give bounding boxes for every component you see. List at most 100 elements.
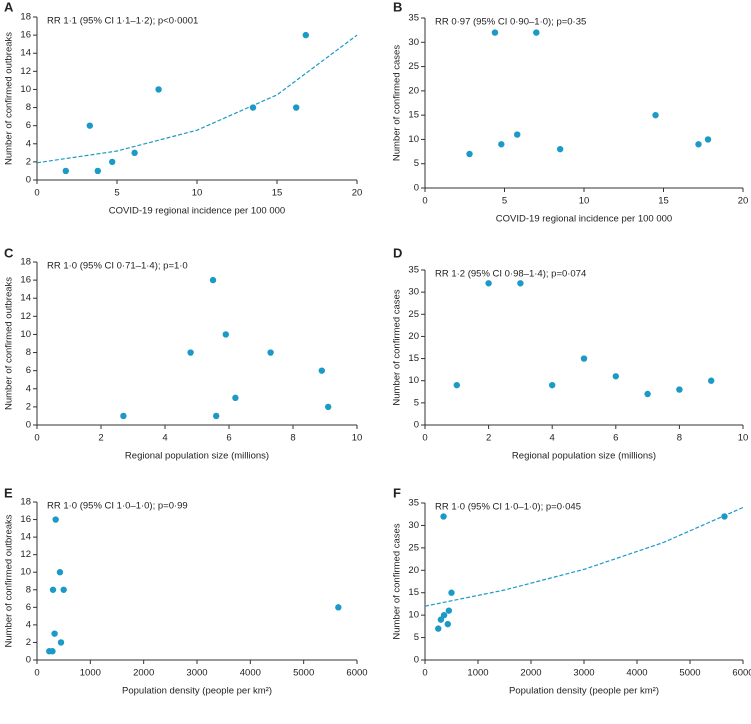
data-point	[644, 390, 651, 398]
x-tick-label: 3000	[186, 668, 207, 679]
data-point	[293, 104, 300, 111]
data-point	[437, 616, 445, 623]
y-tick-label: 8	[26, 584, 31, 595]
x-tick-label: 20	[738, 196, 749, 207]
data-point	[49, 648, 56, 655]
data-point	[445, 607, 453, 614]
y-tick-label: 35	[408, 13, 419, 24]
y-tick-label: 8	[26, 102, 31, 113]
x-tick-label: 5000	[679, 668, 700, 679]
data-point	[444, 620, 451, 628]
data-point	[440, 513, 447, 520]
data-point	[62, 167, 69, 175]
x-tick-label: 15	[272, 188, 283, 199]
y-tick-label: 20	[408, 565, 419, 576]
data-point	[56, 569, 64, 576]
y-axis-title: Number of confirmed outbreaks	[4, 514, 15, 647]
x-tick-label: 0	[422, 668, 427, 679]
annotation: RR 1·1 (95% CI 1·1–1·2); p<0·0001	[47, 16, 198, 27]
x-tick-label: 20	[352, 188, 363, 199]
annotation: RR 0·97 (95% CI 0·90–1·0); p=0·35	[435, 17, 586, 28]
y-tick-label: 16	[20, 30, 31, 41]
y-tick-label: 12	[20, 311, 31, 322]
y-tick-label: 10	[20, 567, 31, 578]
y-tick-label: 30	[408, 287, 419, 298]
y-tick-label: 20	[408, 85, 419, 96]
data-point	[120, 412, 127, 420]
y-tick-label: 14	[20, 293, 31, 304]
y-tick-label: 5	[414, 632, 419, 643]
data-point	[57, 639, 65, 646]
x-tick-label: 2000	[133, 668, 154, 679]
x-tick-label: 0	[34, 188, 39, 199]
data-point	[612, 373, 619, 380]
data-point	[131, 149, 138, 157]
x-tick-label: 4	[162, 433, 167, 444]
panel-letter: A	[4, 0, 14, 14]
panel-letter: D	[393, 245, 402, 260]
x-tick-label: 0	[34, 433, 39, 444]
y-tick-label: 4	[26, 383, 31, 394]
x-tick-label: 8	[290, 433, 295, 444]
x-tick-label: 2	[486, 433, 491, 444]
x-axis-title: Population density (people per km²)	[509, 686, 659, 697]
data-point	[222, 331, 229, 338]
data-point	[325, 403, 332, 411]
fit-line	[424, 506, 744, 607]
y-tick-label: 4	[26, 619, 31, 630]
y-tick-label: 16	[20, 514, 31, 525]
y-tick-label: 25	[408, 61, 419, 72]
data-point	[580, 355, 588, 362]
data-point	[52, 516, 59, 523]
panel-letter: B	[393, 0, 402, 14]
data-point	[49, 586, 57, 593]
data-point	[155, 86, 162, 93]
x-tick-label: 0	[422, 433, 427, 444]
data-point	[704, 136, 712, 143]
data-point	[109, 158, 116, 166]
data-point	[51, 630, 58, 637]
y-tick-label: 35	[408, 265, 419, 276]
y-tick-label: 15	[408, 110, 419, 121]
x-tick-label: 6	[226, 433, 231, 444]
x-tick-label: 10	[579, 196, 590, 207]
data-point	[533, 29, 540, 36]
y-tick-label: 10	[408, 134, 419, 145]
annotation: RR 1·0 (95% CI 1·0–1·0); p=0·045	[435, 502, 581, 513]
y-tick-label: 2	[26, 156, 31, 167]
annotation: RR 1·0 (95% CI 1·0–1·0); p=0·99	[47, 501, 188, 512]
x-tick-label: 4	[550, 433, 555, 444]
data-point	[86, 122, 94, 129]
y-tick-label: 30	[408, 520, 419, 531]
data-point	[440, 611, 448, 619]
y-axis-title: Number of confirmed cases	[392, 45, 403, 161]
y-tick-label: 16	[20, 275, 31, 286]
y-tick-label: 15	[408, 353, 419, 364]
data-point	[721, 513, 728, 520]
data-point	[94, 167, 102, 175]
data-point	[187, 349, 194, 356]
y-tick-label: 30	[408, 37, 419, 48]
y-tick-label: 0	[26, 655, 31, 666]
x-tick-label: 6	[613, 433, 618, 444]
y-tick-label: 10	[20, 84, 31, 95]
y-axis-title: Number of confirmed outbreaks	[4, 277, 15, 410]
annotation: RR 1·2 (95% CI 0·98–1·4); p=0·074	[435, 269, 586, 280]
x-axis-title: Population density (people per km²)	[122, 686, 272, 697]
y-tick-label: 14	[20, 48, 31, 59]
data-point	[485, 280, 492, 287]
x-axis-title: COVID-19 regional incidence per 100 000	[496, 214, 672, 225]
y-tick-label: 4	[26, 138, 31, 149]
y-tick-label: 6	[26, 602, 31, 613]
data-point	[213, 412, 220, 420]
data-point	[549, 381, 556, 389]
y-tick-label: 10	[408, 610, 419, 621]
y-tick-label: 12	[20, 549, 31, 560]
data-point	[491, 29, 499, 36]
y-tick-label: 10	[408, 375, 419, 386]
y-tick-label: 20	[408, 331, 419, 342]
y-tick-label: 25	[408, 309, 419, 320]
y-tick-label: 18	[20, 12, 31, 23]
x-axis-title: Regional population size (millions)	[125, 451, 269, 462]
x-tick-label: 5000	[293, 668, 314, 679]
